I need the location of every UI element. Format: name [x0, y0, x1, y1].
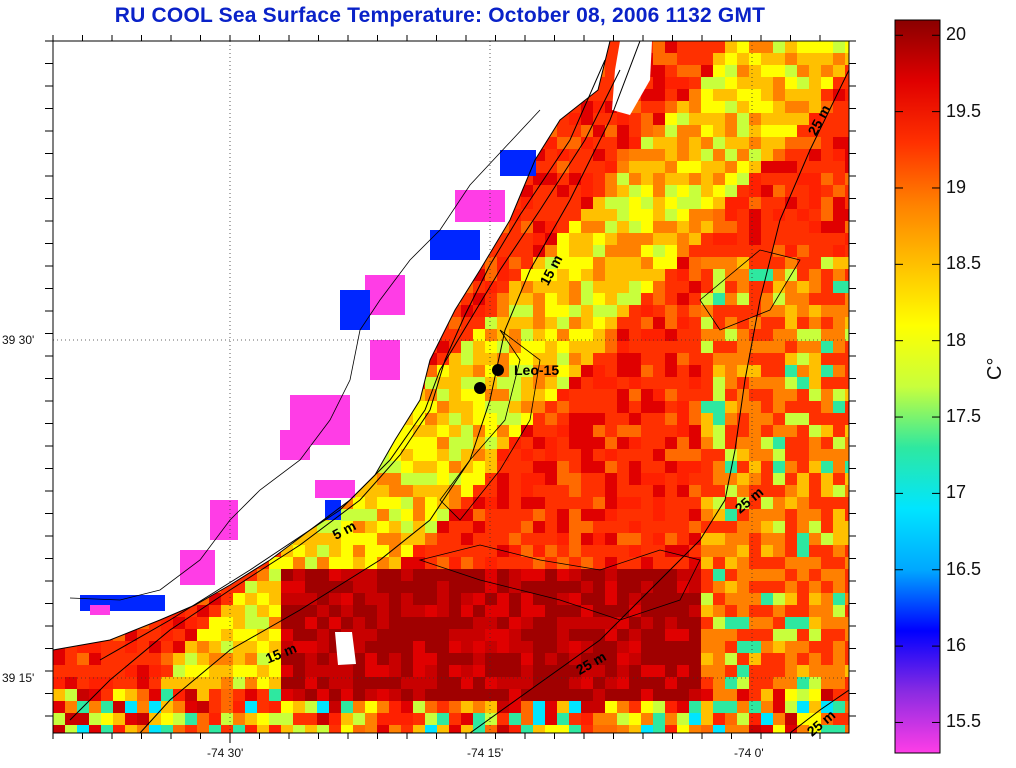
colorbar-tick-label: 18.5	[946, 253, 982, 274]
colorbar-tick-label: 18	[946, 329, 967, 350]
y-tick-label: 39 15'	[2, 671, 35, 685]
map-frame	[52, 40, 850, 734]
station-marker-north	[492, 364, 504, 376]
colorbar-unit: C°	[984, 357, 1006, 380]
station-marker-south	[474, 382, 486, 394]
barrier-island	[99, 69, 621, 661]
contour-25m-south	[789, 689, 849, 733]
colorbar-tick-label: 16.5	[946, 558, 982, 579]
cloud-mask	[612, 41, 652, 115]
cloud-mask-small	[335, 632, 356, 665]
colorbar-tick-label: 16	[946, 635, 967, 656]
colorbar-tick-label: 19	[946, 176, 967, 197]
contour-5m	[69, 59, 606, 721]
colorbar-tick-label: 19.5	[946, 100, 982, 121]
cold-bay-pixels	[80, 150, 536, 615]
colorbar-tick-label: 17.5	[946, 406, 982, 427]
contour-25m-ridge	[418, 544, 701, 621]
map-title: RU COOL Sea Surface Temperature: October…	[114, 4, 766, 27]
x-tick-label: -74 15'	[467, 746, 504, 760]
contour-ridge-north	[699, 249, 801, 331]
x-tick-label: -74 30'	[207, 746, 244, 760]
coastline	[53, 41, 611, 651]
colorbar-tick-label: 20	[946, 24, 967, 45]
contour-15m-shoal	[439, 329, 541, 521]
inner-coastline	[69, 109, 541, 601]
colorbar-tick-label: 17	[946, 482, 967, 503]
y-tick-label: 39 30'	[2, 333, 35, 347]
colorbar-ramp	[894, 19, 941, 754]
contour-25m-east	[469, 69, 849, 733]
graticule	[53, 41, 849, 733]
x-tick-label: -74 0'	[734, 746, 764, 760]
station-label: Leo-15	[514, 362, 560, 378]
colorbar-tick-label: 15.5	[946, 711, 982, 732]
